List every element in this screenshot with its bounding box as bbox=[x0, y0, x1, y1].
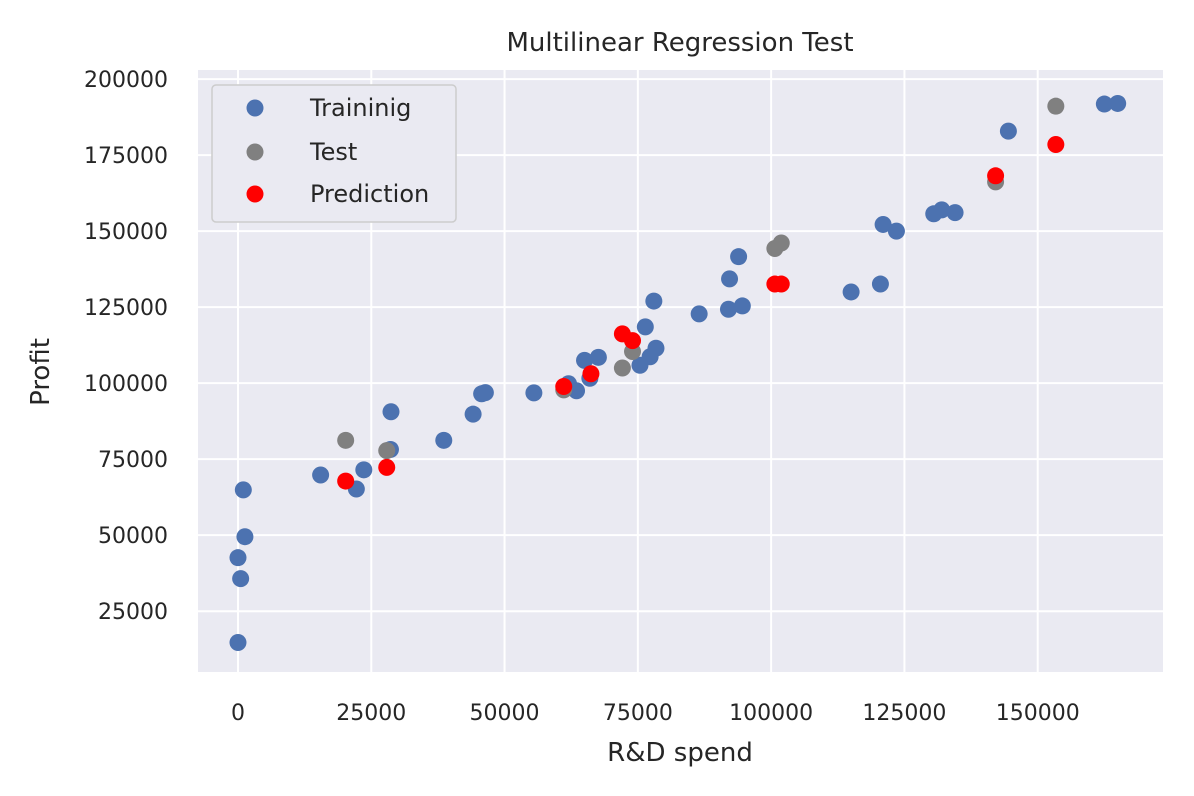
traininig-point bbox=[435, 431, 453, 449]
traininig-point bbox=[382, 403, 400, 421]
y-tick-label: 175000 bbox=[84, 144, 168, 169]
data-points bbox=[229, 94, 1127, 652]
traininig-point bbox=[229, 549, 247, 567]
y-axis-ticks: 25000 50000 75000 100000 125000 150000 175000 2… bbox=[84, 68, 168, 625]
traininig-point bbox=[721, 270, 739, 288]
test-point bbox=[766, 239, 784, 257]
traininig-point bbox=[946, 204, 964, 222]
traininig-point bbox=[636, 318, 654, 336]
traininig-point bbox=[730, 248, 748, 266]
traininig-point bbox=[355, 461, 373, 479]
legend-label-prediction: Prediction bbox=[310, 180, 429, 208]
traininig-point bbox=[576, 351, 594, 369]
traininig-point bbox=[229, 634, 247, 652]
x-tick-label: 25000 bbox=[336, 701, 406, 726]
traininig-point bbox=[589, 348, 607, 366]
traininig-point bbox=[525, 384, 543, 402]
x-axis-ticks: 0 25000 50000 75000 100000 125000 150000 bbox=[231, 701, 1080, 726]
x-tick-label: 150000 bbox=[996, 701, 1080, 726]
legend-marker-prediction bbox=[246, 185, 264, 203]
traininig-point bbox=[690, 305, 708, 323]
traininig-series bbox=[229, 94, 1127, 652]
legend: Traininig Test Prediction bbox=[211, 84, 457, 223]
y-tick-label: 50000 bbox=[98, 524, 168, 549]
y-axis-title: Profit bbox=[26, 338, 56, 406]
test-point bbox=[1047, 97, 1065, 115]
prediction-point bbox=[378, 458, 396, 476]
traininig-point bbox=[874, 215, 892, 233]
y-tick-label: 150000 bbox=[84, 220, 168, 245]
test-point bbox=[613, 359, 631, 377]
traininig-point bbox=[842, 283, 860, 301]
y-tick-label: 25000 bbox=[98, 600, 168, 625]
traininig-point bbox=[645, 292, 663, 310]
traininig-point bbox=[733, 297, 751, 315]
legend-label-traininig: Traininig bbox=[309, 94, 411, 122]
traininig-point bbox=[1095, 95, 1113, 113]
y-tick-label: 100000 bbox=[84, 372, 168, 397]
traininig-point bbox=[312, 466, 330, 484]
legend-box bbox=[211, 84, 457, 223]
x-tick-label: 125000 bbox=[862, 701, 946, 726]
chart-title: Multilinear Regression Test bbox=[506, 28, 853, 58]
traininig-point bbox=[631, 356, 649, 374]
x-tick-label: 0 bbox=[231, 701, 245, 726]
prediction-point bbox=[987, 167, 1005, 185]
traininig-point bbox=[234, 481, 252, 499]
traininig-point bbox=[473, 385, 491, 403]
x-tick-label: 50000 bbox=[470, 701, 540, 726]
prediction-point bbox=[337, 472, 355, 490]
prediction-point bbox=[766, 275, 784, 293]
traininig-point bbox=[1109, 94, 1127, 112]
y-tick-label: 200000 bbox=[84, 68, 168, 93]
test-point bbox=[337, 431, 355, 449]
traininig-point bbox=[871, 275, 889, 293]
x-tick-label: 100000 bbox=[729, 701, 813, 726]
traininig-point bbox=[925, 205, 943, 223]
prediction-series bbox=[337, 135, 1065, 490]
legend-label-test: Test bbox=[309, 138, 357, 166]
traininig-point bbox=[887, 222, 905, 240]
traininig-point bbox=[236, 528, 254, 546]
x-tick-label: 75000 bbox=[603, 701, 673, 726]
x-axis-title: R&D spend bbox=[607, 738, 753, 768]
prediction-point bbox=[613, 325, 631, 343]
legend-marker-test bbox=[246, 143, 264, 161]
legend-marker-traininig bbox=[246, 99, 264, 117]
y-tick-label: 125000 bbox=[84, 296, 168, 321]
grid-lines bbox=[198, 70, 1163, 672]
traininig-point bbox=[999, 122, 1017, 140]
y-tick-label: 75000 bbox=[98, 448, 168, 473]
test-point bbox=[378, 442, 396, 460]
traininig-point bbox=[719, 300, 737, 318]
traininig-point bbox=[232, 570, 250, 588]
traininig-point bbox=[464, 405, 482, 423]
prediction-point bbox=[555, 378, 573, 396]
prediction-point bbox=[1047, 135, 1065, 153]
prediction-point bbox=[582, 365, 600, 383]
